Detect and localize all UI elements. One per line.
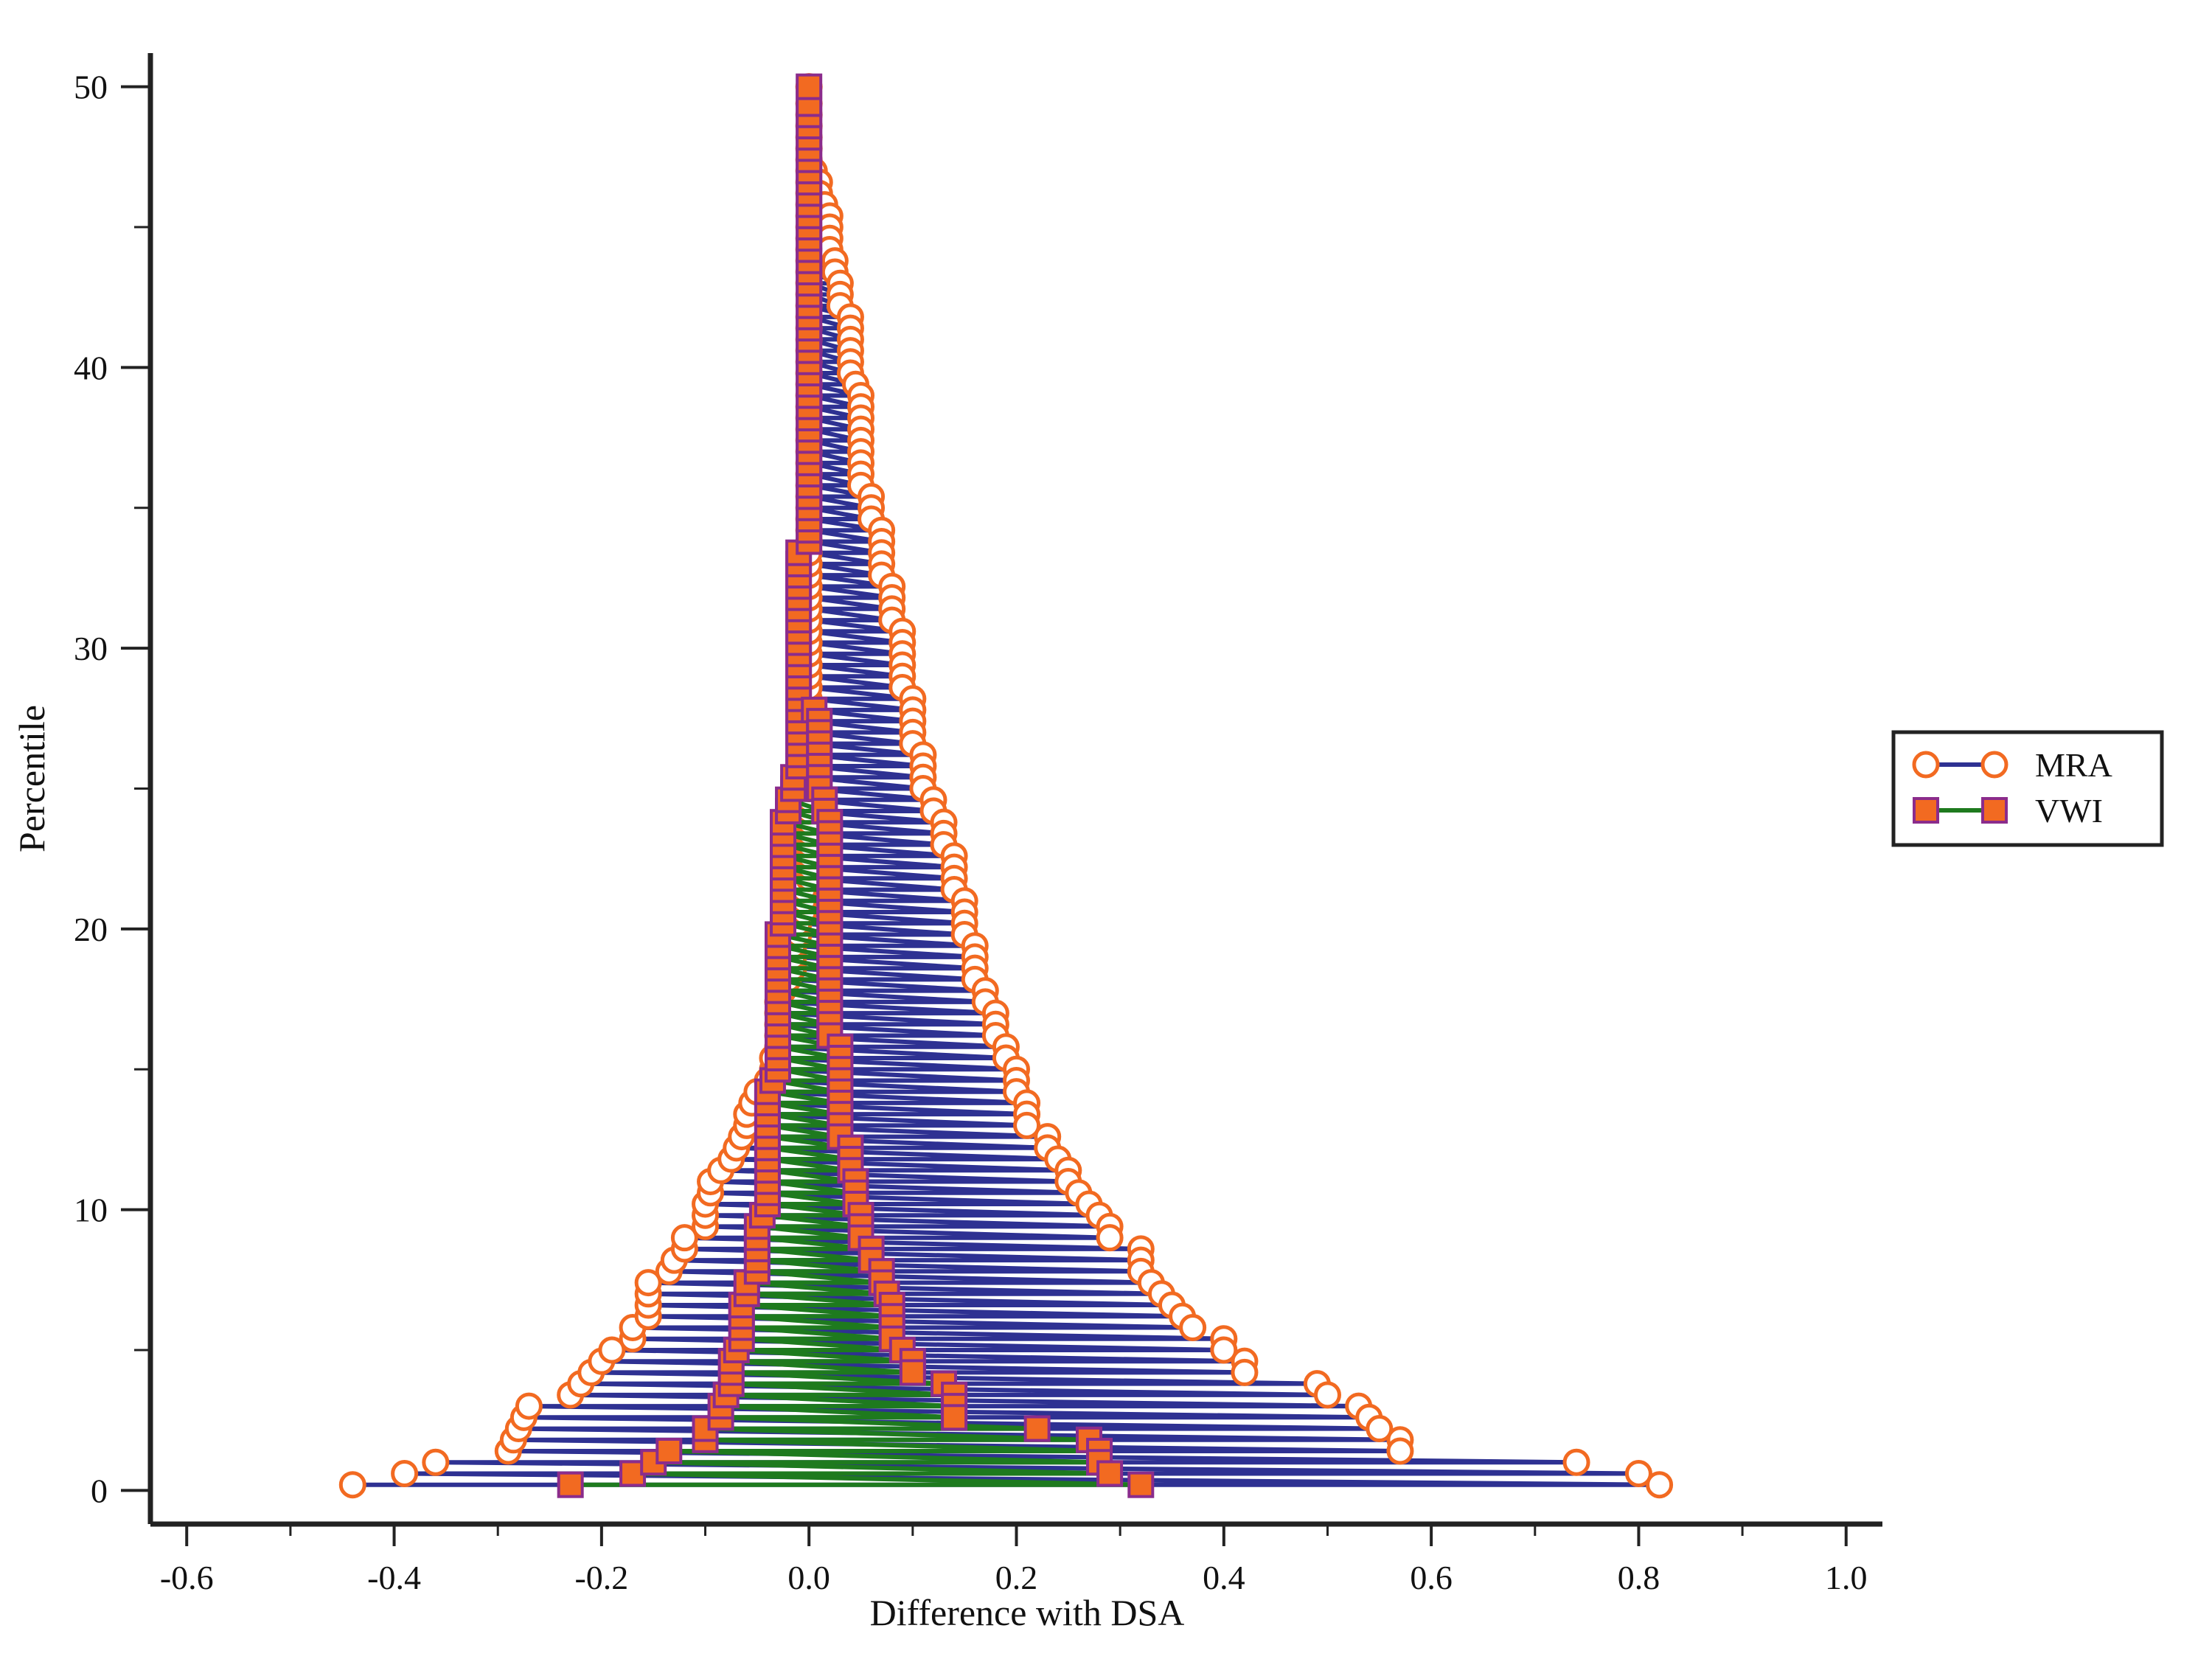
data-point-vwi [1127,1471,1155,1498]
legend-vwi-label: VWI [2035,792,2103,830]
y-axis-ticks: 0 10 20 30 40 50 [74,69,150,1509]
x-tick-label: 0.2 [995,1559,1038,1596]
data-point-mra [422,1448,450,1476]
data-point-vwi [557,1471,584,1498]
data-point-mra [1366,1415,1394,1443]
data-point-mra [338,1471,366,1499]
series-vwi [557,73,1155,1498]
legend-vwi-marker-left [1913,797,1939,824]
data-point-vwi [899,1359,926,1386]
x-tick-label: 0.8 [1618,1559,1660,1596]
series-layer [338,73,1674,1499]
data-point-mra [1313,1381,1341,1409]
y-tick-label: 20 [74,911,108,948]
y-tick-label: 40 [74,349,108,386]
data-point-vwi [1023,1415,1051,1442]
x-tick-label: 1.0 [1825,1559,1868,1596]
y-tick-label: 50 [74,69,108,106]
data-point-mra [515,1392,543,1420]
data-point-mra [1096,1224,1124,1252]
data-point-vwi [1096,1460,1124,1487]
x-axis-ticks: -0.6 -0.4 -0.2 0.0 0.2 0.4 0.6 0.8 1.0 [160,1524,1868,1596]
legend: MRA VWI [1891,730,2164,847]
x-tick-label: -0.4 [367,1559,421,1596]
data-point-vwi [655,1438,683,1465]
data-point-mra [634,1269,662,1297]
data-point-mra [391,1459,419,1487]
data-point-vwi [941,1404,968,1431]
data-point-vwi [796,73,823,100]
y-axis-title: Percentile [11,705,52,852]
x-tick-label: 0.4 [1203,1559,1245,1596]
data-point-mra [598,1336,626,1364]
data-point-mra [1624,1459,1652,1487]
data-point-mra [1646,1471,1674,1499]
y-tick-label: 0 [91,1472,108,1509]
data-point-mra [1231,1358,1259,1386]
data-point-mra [1179,1313,1207,1341]
legend-vwi-marker-right [1981,797,2008,824]
x-tick-label: -0.2 [574,1559,628,1596]
data-point-mra [1210,1336,1238,1364]
data-point-mra [670,1224,698,1252]
legend-mra-marker-right [1980,751,2008,779]
data-point-mra [1013,1111,1041,1139]
x-tick-label: 0.6 [1410,1559,1453,1596]
y-tick-label: 30 [74,630,108,667]
x-axis-title: Difference with DSA [870,1592,1185,1633]
legend-box [1891,730,2164,847]
legend-item-vwi: VWI [1913,792,2103,830]
x-tick-label: -0.6 [160,1559,214,1596]
legend-item-mra: MRA [1912,746,2112,784]
legend-mra-label: MRA [2035,746,2112,784]
legend-mra-marker-left [1912,751,1940,779]
y-tick-label: 10 [74,1192,108,1229]
x-tick-label: 0.0 [787,1559,830,1596]
data-point-mra [1386,1437,1414,1465]
data-point-mra [1562,1448,1590,1476]
